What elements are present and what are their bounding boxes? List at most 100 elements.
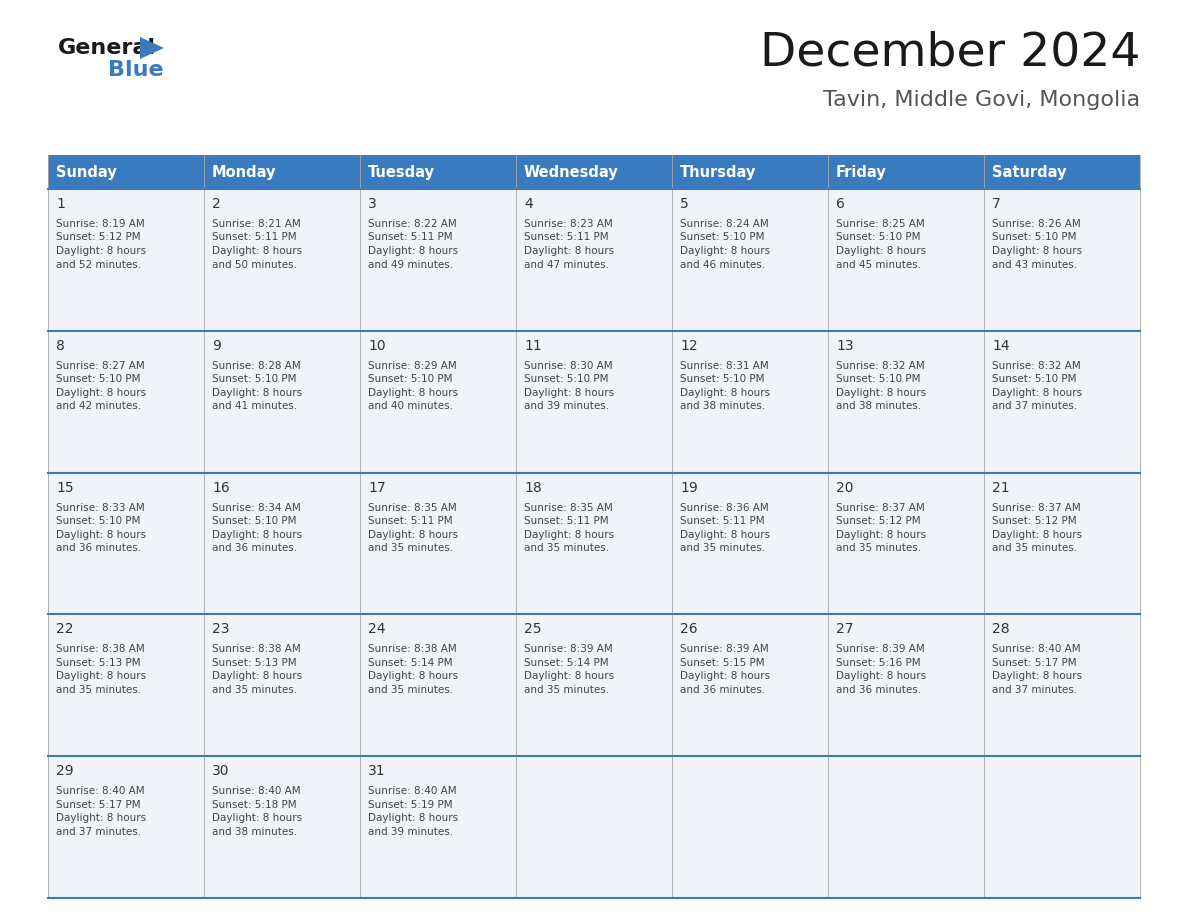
Text: Sunset: 5:10 PM: Sunset: 5:10 PM (992, 375, 1076, 385)
Text: and 36 minutes.: and 36 minutes. (836, 685, 921, 695)
Text: Daylight: 8 hours: Daylight: 8 hours (56, 530, 146, 540)
Text: Sunset: 5:14 PM: Sunset: 5:14 PM (368, 658, 453, 668)
Text: Sunrise: 8:19 AM: Sunrise: 8:19 AM (56, 219, 145, 229)
Text: Daylight: 8 hours: Daylight: 8 hours (56, 813, 146, 823)
Text: Sunrise: 8:39 AM: Sunrise: 8:39 AM (680, 644, 769, 655)
Text: and 35 minutes.: and 35 minutes. (836, 543, 921, 554)
Text: 23: 23 (211, 622, 229, 636)
Text: Blue: Blue (108, 60, 164, 80)
Text: Sunset: 5:17 PM: Sunset: 5:17 PM (992, 658, 1076, 668)
Bar (516, 155, 672, 189)
Text: 14: 14 (992, 339, 1010, 353)
Text: Daylight: 8 hours: Daylight: 8 hours (368, 387, 459, 397)
Text: Sunset: 5:18 PM: Sunset: 5:18 PM (211, 800, 297, 810)
Text: and 35 minutes.: and 35 minutes. (56, 685, 141, 695)
Text: Sunset: 5:12 PM: Sunset: 5:12 PM (836, 516, 921, 526)
Text: Sunrise: 8:32 AM: Sunrise: 8:32 AM (992, 361, 1081, 371)
Text: 27: 27 (836, 622, 853, 636)
Text: Sunset: 5:10 PM: Sunset: 5:10 PM (992, 232, 1076, 242)
Text: Daylight: 8 hours: Daylight: 8 hours (211, 671, 302, 681)
Text: Thursday: Thursday (680, 164, 757, 180)
Text: Sunset: 5:13 PM: Sunset: 5:13 PM (211, 658, 297, 668)
Text: and 35 minutes.: and 35 minutes. (368, 543, 453, 554)
Text: Sunset: 5:11 PM: Sunset: 5:11 PM (368, 232, 453, 242)
Text: and 37 minutes.: and 37 minutes. (992, 685, 1078, 695)
Text: 11: 11 (524, 339, 542, 353)
Text: Sunrise: 8:35 AM: Sunrise: 8:35 AM (368, 502, 456, 512)
Text: Daylight: 8 hours: Daylight: 8 hours (836, 387, 927, 397)
Text: 28: 28 (992, 622, 1010, 636)
Text: and 38 minutes.: and 38 minutes. (680, 401, 765, 411)
Text: Sunset: 5:12 PM: Sunset: 5:12 PM (56, 232, 140, 242)
Text: Saturday: Saturday (992, 164, 1067, 180)
Text: 7: 7 (992, 197, 1000, 211)
Text: Daylight: 8 hours: Daylight: 8 hours (368, 671, 459, 681)
Text: 19: 19 (680, 481, 697, 495)
Bar (828, 155, 984, 189)
Text: 9: 9 (211, 339, 221, 353)
Text: Sunrise: 8:34 AM: Sunrise: 8:34 AM (211, 502, 301, 512)
Text: Daylight: 8 hours: Daylight: 8 hours (992, 530, 1082, 540)
Text: Sunrise: 8:25 AM: Sunrise: 8:25 AM (836, 219, 924, 229)
Text: Sunrise: 8:32 AM: Sunrise: 8:32 AM (836, 361, 924, 371)
Text: Sunset: 5:13 PM: Sunset: 5:13 PM (56, 658, 140, 668)
Text: 21: 21 (992, 481, 1010, 495)
Text: Daylight: 8 hours: Daylight: 8 hours (56, 671, 146, 681)
Text: Sunset: 5:16 PM: Sunset: 5:16 PM (836, 658, 921, 668)
Text: 1: 1 (56, 197, 65, 211)
Text: Sunset: 5:17 PM: Sunset: 5:17 PM (56, 800, 140, 810)
Text: 15: 15 (56, 481, 74, 495)
Bar (48, 756, 1140, 898)
Text: Daylight: 8 hours: Daylight: 8 hours (836, 671, 927, 681)
Text: Daylight: 8 hours: Daylight: 8 hours (211, 813, 302, 823)
Text: Sunrise: 8:21 AM: Sunrise: 8:21 AM (211, 219, 301, 229)
Text: Sunrise: 8:40 AM: Sunrise: 8:40 AM (56, 786, 145, 796)
Text: Sunrise: 8:24 AM: Sunrise: 8:24 AM (680, 219, 769, 229)
Text: and 47 minutes.: and 47 minutes. (524, 260, 609, 270)
Text: Sunrise: 8:38 AM: Sunrise: 8:38 AM (211, 644, 301, 655)
Text: and 37 minutes.: and 37 minutes. (56, 827, 141, 836)
Text: Sunset: 5:11 PM: Sunset: 5:11 PM (211, 232, 297, 242)
Text: and 42 minutes.: and 42 minutes. (56, 401, 141, 411)
Text: Sunset: 5:10 PM: Sunset: 5:10 PM (680, 375, 765, 385)
Text: 16: 16 (211, 481, 229, 495)
Text: and 41 minutes.: and 41 minutes. (211, 401, 297, 411)
Bar (48, 155, 204, 189)
Text: and 39 minutes.: and 39 minutes. (524, 401, 609, 411)
Text: 30: 30 (211, 764, 229, 778)
Text: 22: 22 (56, 622, 74, 636)
Text: Daylight: 8 hours: Daylight: 8 hours (368, 530, 459, 540)
Text: Sunset: 5:10 PM: Sunset: 5:10 PM (211, 516, 297, 526)
Text: Daylight: 8 hours: Daylight: 8 hours (524, 530, 614, 540)
Text: 17: 17 (368, 481, 386, 495)
Text: 4: 4 (524, 197, 532, 211)
Text: Daylight: 8 hours: Daylight: 8 hours (680, 671, 770, 681)
Text: 26: 26 (680, 622, 697, 636)
Text: Daylight: 8 hours: Daylight: 8 hours (836, 530, 927, 540)
Text: Sunset: 5:10 PM: Sunset: 5:10 PM (680, 232, 765, 242)
Text: Daylight: 8 hours: Daylight: 8 hours (211, 530, 302, 540)
Text: Sunday: Sunday (56, 164, 116, 180)
Text: Sunrise: 8:38 AM: Sunrise: 8:38 AM (56, 644, 145, 655)
Bar (48, 614, 1140, 756)
Text: Sunrise: 8:37 AM: Sunrise: 8:37 AM (992, 502, 1081, 512)
Text: Sunrise: 8:27 AM: Sunrise: 8:27 AM (56, 361, 145, 371)
Bar (48, 189, 1140, 330)
Text: 12: 12 (680, 339, 697, 353)
Text: Sunset: 5:10 PM: Sunset: 5:10 PM (56, 375, 140, 385)
Text: Daylight: 8 hours: Daylight: 8 hours (56, 246, 146, 256)
Text: Sunset: 5:10 PM: Sunset: 5:10 PM (56, 516, 140, 526)
Bar (48, 473, 1140, 614)
Text: and 35 minutes.: and 35 minutes. (680, 543, 765, 554)
Text: Sunrise: 8:29 AM: Sunrise: 8:29 AM (368, 361, 456, 371)
Bar (984, 155, 1140, 189)
Text: Daylight: 8 hours: Daylight: 8 hours (680, 387, 770, 397)
Text: Sunrise: 8:39 AM: Sunrise: 8:39 AM (524, 644, 613, 655)
Text: Daylight: 8 hours: Daylight: 8 hours (56, 387, 146, 397)
Text: Sunrise: 8:40 AM: Sunrise: 8:40 AM (211, 786, 301, 796)
Text: and 38 minutes.: and 38 minutes. (211, 827, 297, 836)
Text: and 36 minutes.: and 36 minutes. (56, 543, 141, 554)
Text: and 38 minutes.: and 38 minutes. (836, 401, 921, 411)
Text: Daylight: 8 hours: Daylight: 8 hours (992, 387, 1082, 397)
Text: Sunset: 5:11 PM: Sunset: 5:11 PM (368, 516, 453, 526)
